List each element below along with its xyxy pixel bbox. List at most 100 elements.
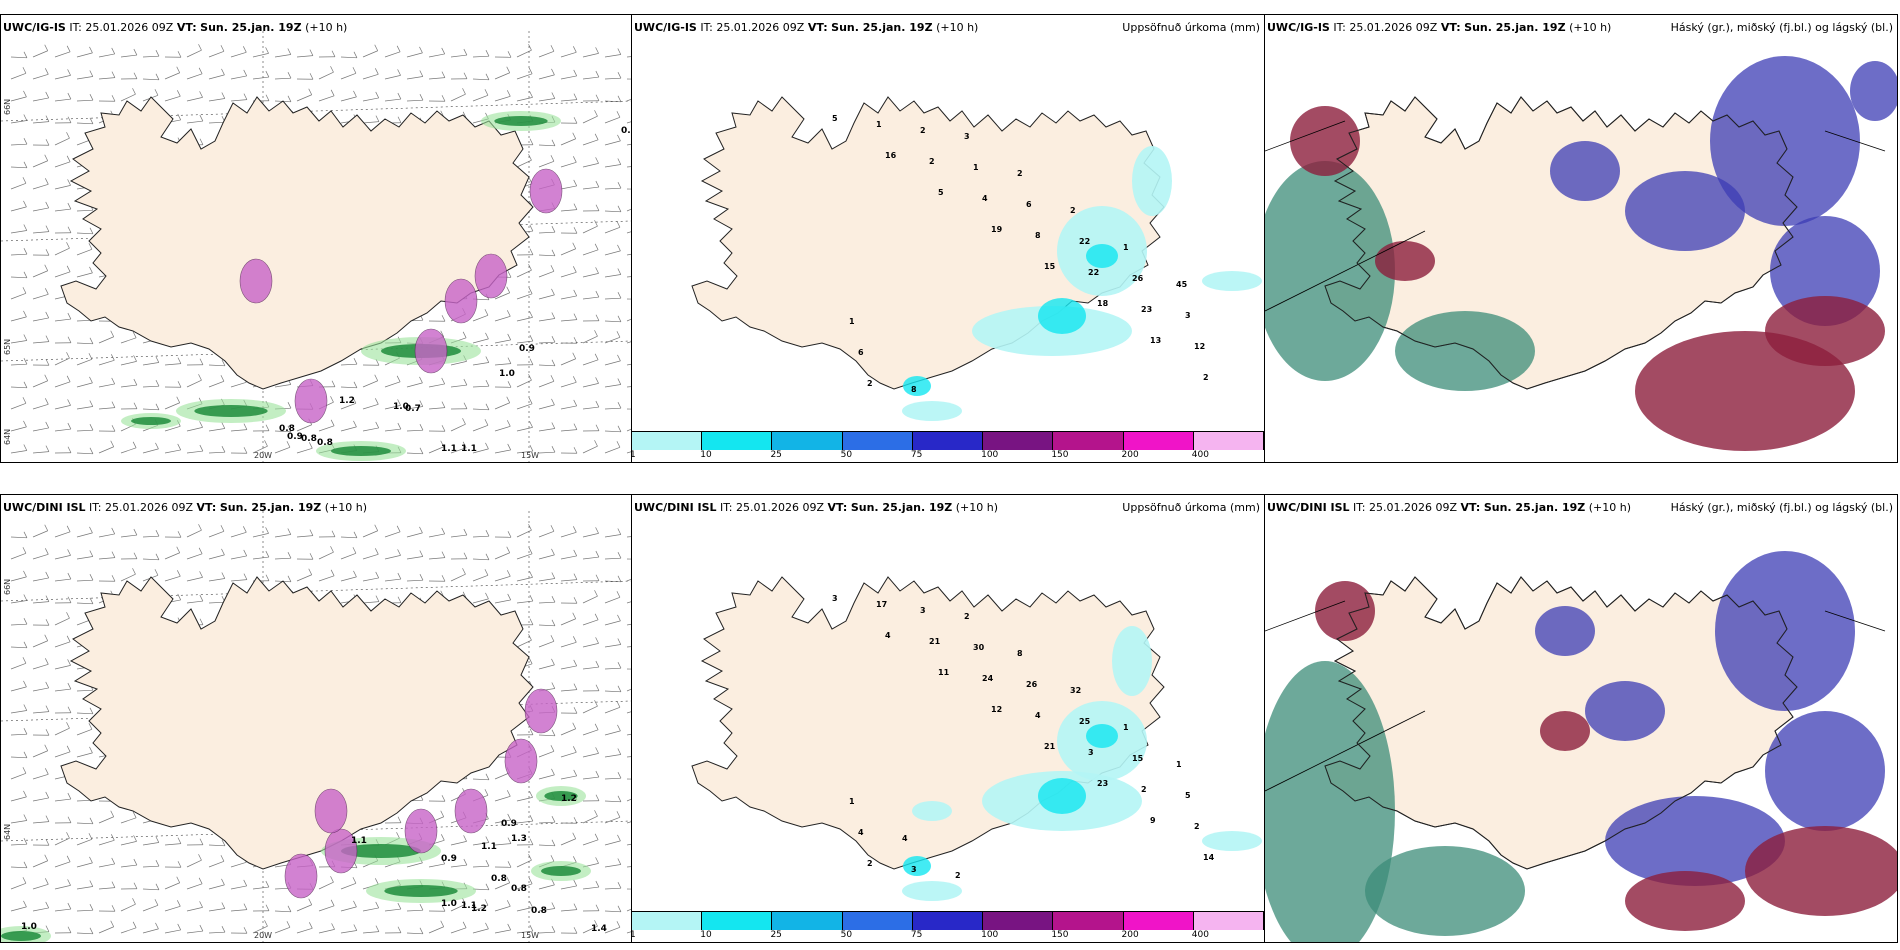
wind-barb-flag bbox=[617, 858, 622, 865]
wind-barb-flag bbox=[507, 271, 512, 278]
panel-title: UWC/DINI ISL IT: 25.01.2026 09Z VT: Sun.… bbox=[634, 501, 999, 514]
wind-barb-flag bbox=[528, 397, 533, 404]
wind-barb bbox=[32, 907, 49, 912]
wind-barb bbox=[450, 864, 467, 868]
wind-barb-flag bbox=[463, 378, 468, 386]
wind-barb bbox=[142, 408, 159, 411]
wind-barb-flag bbox=[89, 880, 94, 887]
mid-cloud bbox=[1625, 871, 1745, 931]
precip-value: 19 bbox=[991, 225, 1003, 234]
wind-barb-flag bbox=[67, 399, 71, 406]
wind-barb-flag bbox=[573, 817, 578, 824]
wind-barb bbox=[626, 363, 631, 366]
wind-barb-flag bbox=[595, 157, 599, 164]
wind-barb-flag bbox=[199, 358, 204, 365]
wind-barb-flag bbox=[529, 444, 534, 452]
wind-barb-flag bbox=[463, 552, 468, 559]
wind-barb bbox=[164, 363, 181, 366]
wind-barb-flag bbox=[594, 440, 598, 447]
wind-barb bbox=[560, 618, 576, 626]
wind-barb-flag bbox=[396, 525, 401, 532]
wind-barb bbox=[560, 579, 577, 582]
wind-barb-flag bbox=[287, 552, 292, 559]
wind-barb-flag bbox=[595, 204, 600, 211]
wind-barb bbox=[10, 772, 27, 780]
wind-barb bbox=[164, 425, 181, 432]
wind-barb bbox=[450, 573, 466, 582]
panel-title: UWC/DINI ISL IT: 25.01.2026 09Z VT: Sun.… bbox=[3, 501, 368, 514]
mid-cloud bbox=[1375, 241, 1435, 281]
wind-barb-flag bbox=[617, 315, 622, 322]
wind-barb bbox=[340, 56, 357, 59]
wind-barb-flag bbox=[45, 595, 50, 602]
precip-value: 32 bbox=[1070, 686, 1081, 695]
wind-barb bbox=[274, 910, 291, 913]
low-cloud bbox=[1850, 61, 1897, 121]
wind-barb bbox=[76, 689, 93, 692]
wind-barb bbox=[604, 864, 621, 868]
wind-barb bbox=[10, 756, 27, 759]
wind-barb-flag bbox=[506, 876, 511, 883]
wind-barb-flag bbox=[419, 94, 424, 101]
wind-barb-flag bbox=[133, 355, 137, 362]
wind-barb bbox=[76, 579, 93, 582]
wind-barb-flag bbox=[331, 50, 336, 57]
precip-legend bbox=[632, 911, 1264, 930]
wind-barb bbox=[98, 887, 115, 890]
wind-barb-flag bbox=[45, 619, 50, 626]
wind-barb bbox=[10, 646, 27, 649]
precip-core bbox=[1086, 244, 1118, 268]
wind-barb-flag bbox=[551, 422, 556, 429]
wind-barb bbox=[10, 426, 27, 432]
snow-blob bbox=[404, 808, 438, 854]
wind-barb bbox=[10, 402, 27, 410]
wind-barb-flag bbox=[374, 524, 379, 531]
wind-barb-flag bbox=[529, 594, 534, 602]
legend-tick: 100 bbox=[981, 450, 999, 460]
wind-barb bbox=[274, 926, 291, 934]
wind-barb bbox=[384, 381, 401, 388]
wind-barb-flag bbox=[528, 287, 533, 294]
wind-barb-flag bbox=[529, 91, 533, 98]
wind-barb bbox=[494, 95, 511, 102]
wind-barb-flag bbox=[507, 531, 512, 538]
wind-barb bbox=[406, 556, 423, 560]
wind-barb-flag bbox=[551, 398, 555, 406]
wind-barb-flag bbox=[441, 551, 446, 558]
wind-barb-flag bbox=[551, 658, 555, 666]
wind-barb-flag bbox=[264, 920, 268, 927]
wind-barb-flag bbox=[484, 789, 489, 796]
legend-tick: 200 bbox=[1121, 450, 1139, 460]
wind-barb bbox=[604, 706, 621, 714]
wind-barb-flag bbox=[595, 314, 600, 321]
wind-barb bbox=[98, 533, 115, 538]
wind-barb-flag bbox=[595, 770, 600, 778]
wind-barb-flag bbox=[617, 882, 622, 889]
precip-value: 1 bbox=[876, 120, 882, 129]
wind-barb-flag bbox=[243, 549, 248, 557]
wind-barb bbox=[538, 270, 555, 278]
wind-barb-flag bbox=[45, 201, 50, 209]
wind-barb bbox=[516, 97, 533, 102]
precip-core bbox=[903, 376, 931, 396]
wind-barb-flag bbox=[485, 553, 490, 560]
wind-barb-flag bbox=[23, 358, 28, 365]
wind-barb bbox=[626, 733, 631, 736]
wind-barb-flag bbox=[23, 310, 27, 318]
wind-barb-flag bbox=[595, 47, 599, 54]
wind-barb bbox=[538, 750, 555, 758]
low-cloud bbox=[1765, 711, 1885, 831]
wind-barb-flag bbox=[485, 773, 490, 780]
high-cloud bbox=[1265, 661, 1395, 942]
wind-band-dark bbox=[341, 844, 421, 858]
legend-swatch bbox=[983, 912, 1054, 930]
wind-barb-flag bbox=[67, 926, 72, 933]
wind-barb-flag bbox=[45, 311, 50, 319]
wind-barb-flag bbox=[529, 311, 533, 318]
wind-barb bbox=[318, 551, 334, 560]
lon-label-15w: 15W bbox=[521, 931, 540, 940]
wind-barb bbox=[604, 667, 621, 670]
wind-barb-flag bbox=[23, 814, 28, 821]
wind-barb bbox=[32, 553, 49, 560]
wind-barb bbox=[626, 253, 631, 256]
